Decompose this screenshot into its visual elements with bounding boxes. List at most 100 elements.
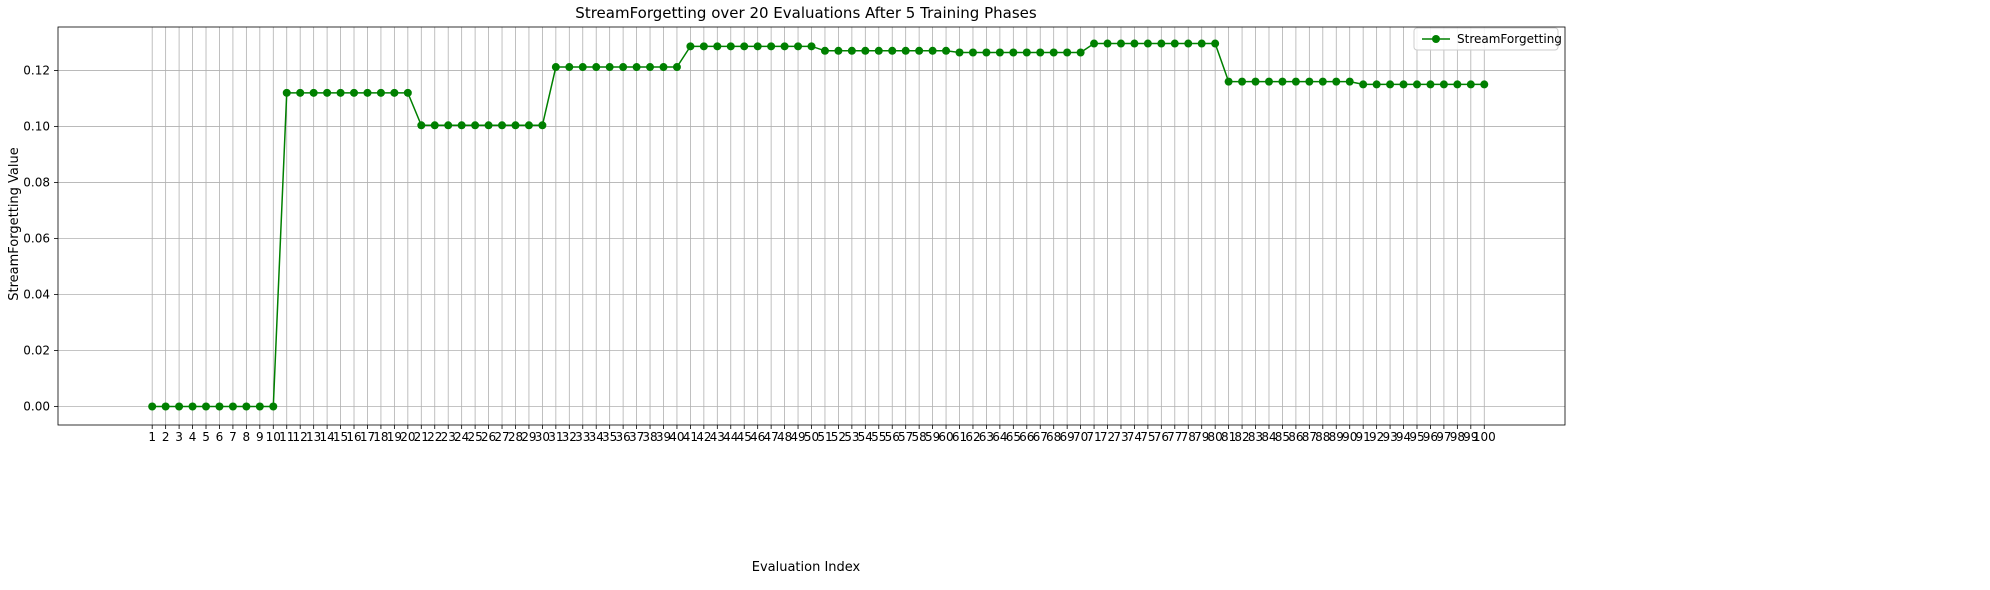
x-tick-label: 31	[548, 430, 563, 444]
x-tick-label: 42	[696, 430, 711, 444]
y-tick-label: 0.04	[23, 287, 50, 301]
data-point	[1157, 39, 1166, 48]
x-tick-label: 22	[427, 430, 442, 444]
data-point	[457, 121, 466, 130]
data-point	[646, 63, 655, 72]
x-tick-label: 61	[952, 430, 967, 444]
data-point	[820, 46, 829, 55]
data-point	[834, 46, 843, 55]
data-point	[888, 46, 897, 55]
x-tick-label: 7	[229, 430, 237, 444]
data-point	[1116, 39, 1125, 48]
x-tick-label: 60	[938, 430, 953, 444]
y-tick-label: 0.12	[23, 63, 50, 77]
x-tick-label: 51	[817, 430, 832, 444]
data-point	[511, 121, 520, 130]
data-point	[498, 121, 507, 130]
x-tick-label: 10	[266, 430, 281, 444]
legend-label: StreamForgetting	[1457, 32, 1562, 46]
x-tick-label: 37	[629, 430, 644, 444]
x-axis-label: Evaluation Index	[752, 560, 861, 575]
data-point	[363, 88, 372, 97]
data-point	[417, 121, 426, 130]
data-point	[1466, 80, 1475, 89]
data-point	[807, 42, 816, 51]
data-point	[1076, 48, 1085, 57]
x-tick-label: 97	[1436, 430, 1451, 444]
data-point	[995, 48, 1004, 57]
x-tick-label: 79	[1194, 430, 1209, 444]
data-point	[1439, 80, 1448, 89]
data-point	[1143, 39, 1152, 48]
x-tick-label: 12	[293, 430, 308, 444]
y-tick-label: 0.00	[23, 400, 50, 414]
y-tick-label: 0.02	[23, 343, 50, 357]
x-tick-label: 66	[1019, 430, 1034, 444]
x-tick-label: 44	[723, 430, 738, 444]
x-tick-label: 41	[683, 430, 698, 444]
x-tick-label: 13	[306, 430, 321, 444]
x-tick-label: 71	[1086, 430, 1101, 444]
x-tick-label: 4	[189, 430, 197, 444]
data-point	[605, 63, 614, 72]
data-point	[928, 46, 937, 55]
x-tick-label: 53	[844, 430, 859, 444]
x-tick-label: 70	[1073, 430, 1088, 444]
data-point	[753, 42, 762, 51]
y-tick-label: 0.06	[23, 231, 50, 245]
x-tick-label: 17	[360, 430, 375, 444]
data-point	[1238, 77, 1247, 86]
data-point	[1170, 39, 1179, 48]
series-line-0	[152, 42, 1485, 408]
x-tick-label: 35	[602, 430, 617, 444]
data-point	[780, 42, 789, 51]
data-point	[1345, 77, 1354, 86]
data-point	[632, 63, 641, 72]
data-point	[430, 121, 439, 130]
x-tick-label: 8	[243, 430, 251, 444]
x-tick-label: 95	[1409, 430, 1424, 444]
data-point	[578, 63, 587, 72]
data-point	[699, 42, 708, 51]
x-tick-label: 64	[992, 430, 1007, 444]
x-tick-label: 50	[804, 430, 819, 444]
x-tick-label: 30	[535, 430, 550, 444]
x-tick-label: 57	[898, 430, 913, 444]
data-point	[874, 46, 883, 55]
x-tick-label: 25	[467, 430, 482, 444]
data-point	[215, 402, 224, 411]
data-point	[309, 88, 318, 97]
x-tick-label: 52	[831, 430, 846, 444]
x-tick-label: 78	[1181, 430, 1196, 444]
x-tick-label: 67	[1033, 430, 1048, 444]
x-tick-label: 16	[346, 430, 361, 444]
x-tick-label: 32	[562, 430, 577, 444]
data-point	[686, 42, 695, 51]
x-tick-label: 20	[400, 430, 415, 444]
x-tick-label: 59	[925, 430, 940, 444]
x-tick-label: 88	[1315, 430, 1330, 444]
x-tick-label: 62	[965, 430, 980, 444]
x-tick-label: 38	[642, 430, 657, 444]
data-point	[901, 46, 910, 55]
data-point	[1184, 39, 1193, 48]
chart-title: StreamForgetting over 20 Evaluations Aft…	[575, 4, 1037, 22]
data-point	[659, 63, 668, 72]
data-point	[403, 88, 412, 97]
x-tick-label: 1	[148, 430, 156, 444]
data-point	[175, 402, 184, 411]
x-tick-label: 91	[1356, 430, 1371, 444]
legend-marker-sample	[1432, 35, 1440, 43]
x-tick-label: 19	[387, 430, 402, 444]
x-tick-label: 99	[1463, 430, 1478, 444]
data-point	[1318, 77, 1327, 86]
data-point	[390, 88, 399, 97]
x-tick-label: 45	[737, 430, 752, 444]
x-tick-label: 2	[162, 430, 170, 444]
x-tick-label: 36	[615, 430, 630, 444]
data-point	[1090, 39, 1099, 48]
x-tick-label: 68	[1046, 430, 1061, 444]
x-tick-label: 96	[1423, 430, 1438, 444]
y-axis-label: StreamForgetting Value	[7, 147, 22, 301]
